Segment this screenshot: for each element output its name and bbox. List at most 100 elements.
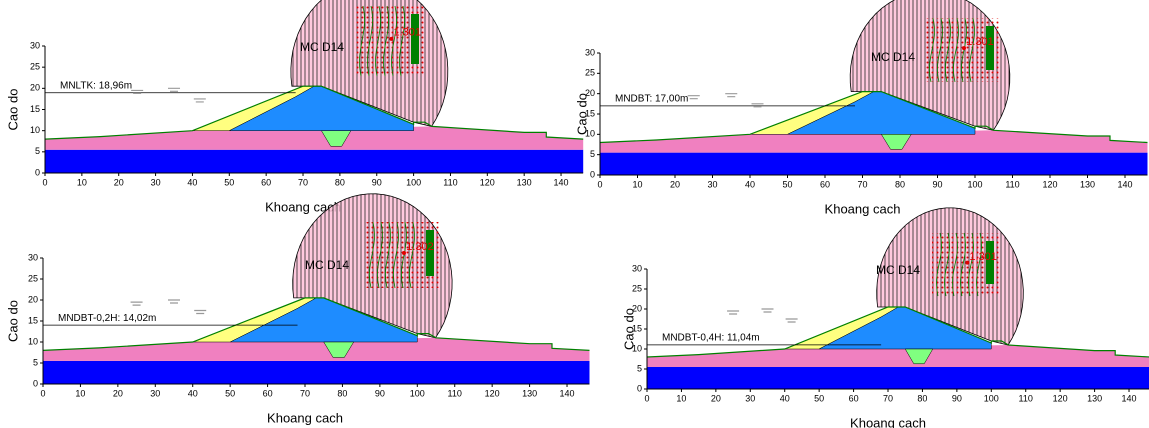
water-symbol [168,299,181,304]
contour [409,221,415,289]
x-tick-label: 30 [151,177,161,187]
x-tick-label: 50 [782,179,792,189]
y-tick-label: 20 [28,294,38,304]
x-tick-label: 60 [820,179,830,189]
water-symbol [131,89,144,95]
x-tick-label: 90 [372,177,382,187]
x-axis-label: Khoang cach [267,410,343,425]
x-tick-label: 10 [77,177,87,187]
water-symbol [785,318,798,323]
contour [399,5,405,77]
cutoff [904,348,934,365]
x-tick-label: 0 [42,177,47,187]
x-tick-label: 80 [917,393,927,403]
y-tick-label: 15 [28,315,38,325]
water-symbol [727,310,740,315]
y-tick-label: 10 [585,129,595,139]
water-symbol [193,98,206,103]
y-tick-label: 20 [30,83,40,93]
x-tick-label: 110 [443,177,457,187]
y-tick-label: 30 [30,40,40,50]
y-tick-label: 30 [632,263,642,273]
x-tick-label: 140 [1117,179,1132,189]
x-tick-label: 110 [1019,393,1033,403]
x-tick-label: 20 [711,393,721,403]
y-tick-label: 5 [637,363,642,373]
x-tick-label: 30 [707,179,717,189]
safety-factor: 1.302 [406,241,434,253]
safety-factor: 1.301 [969,251,997,263]
x-tick-label: 90 [932,179,942,189]
x-tick-label: 40 [187,177,197,187]
y-tick-label: 15 [632,323,642,333]
chart-title: MC D14 [871,50,915,64]
x-tick-label: 60 [263,388,273,398]
x-tick-label: 110 [448,388,462,398]
x-tick-label: 120 [485,388,500,398]
contour [369,221,375,289]
y-tick-label: 0 [35,167,40,177]
chart-title: MC D14 [305,258,349,272]
contour [952,232,958,297]
y-axis-label: Cao do [5,89,20,131]
ground-line [599,90,1148,144]
x-tick-label: 20 [114,177,124,187]
contour [936,232,942,297]
y-tick-label: 10 [30,125,40,135]
x-tick-label: 70 [857,179,867,189]
x-tick-label: 40 [780,393,790,403]
chart-title: MC D14 [876,263,920,277]
contour [385,221,391,289]
y-tick-label: 25 [585,68,595,78]
y-tick-label: 0 [33,378,38,388]
contour [359,5,365,77]
water-label: MNLTK: 18,96m [60,80,132,91]
contour [945,17,951,83]
water-symbol [725,93,738,98]
cutoff [320,130,352,147]
x-tick-label: 0 [597,179,602,189]
critical-center [965,260,970,265]
x-tick-label: 120 [1042,179,1057,189]
x-tick-label: 10 [676,393,686,403]
x-tick-label: 130 [517,177,532,187]
contour [960,232,966,297]
x-tick-label: 20 [113,388,123,398]
y-axis-label: Cao do [5,300,20,342]
safety-factor: 1.301 [966,36,994,48]
x-tick-label: 120 [480,177,495,187]
critical-center [402,251,406,256]
x-tick-label: 130 [1087,393,1102,403]
x-axis-label: Khoang cach [850,415,926,428]
x-tick-label: 20 [670,179,680,189]
contour [367,5,373,77]
water-symbol [168,87,181,92]
y-tick-label: 5 [33,357,38,367]
x-tick-label: 130 [522,388,537,398]
contour [383,5,389,77]
contour [969,17,975,83]
contour [377,221,383,289]
x-tick-label: 140 [1122,393,1137,403]
ground-line [42,297,590,351]
y-tick-label: 20 [585,88,595,98]
y-axis-label: Cao do [621,308,636,350]
water-symbol [761,308,774,313]
critical-zone [426,230,434,276]
x-tick-label: 140 [560,388,575,398]
clay-layer [43,337,590,361]
water-symbol [194,309,207,315]
y-tick-label: 5 [35,146,40,156]
x-tick-label: 60 [261,177,271,187]
y-tick-label: 25 [632,283,642,293]
x-tick-label: 110 [1005,179,1019,189]
critical-zone [986,241,994,284]
x-tick-label: 140 [554,177,569,187]
x-tick-label: 30 [745,393,755,403]
x-tick-label: 100 [406,177,421,187]
x-tick-label: 10 [632,179,642,189]
x-tick-label: 70 [883,393,893,403]
safety-factor: 1.301 [394,27,422,39]
x-tick-label: 80 [337,388,347,398]
